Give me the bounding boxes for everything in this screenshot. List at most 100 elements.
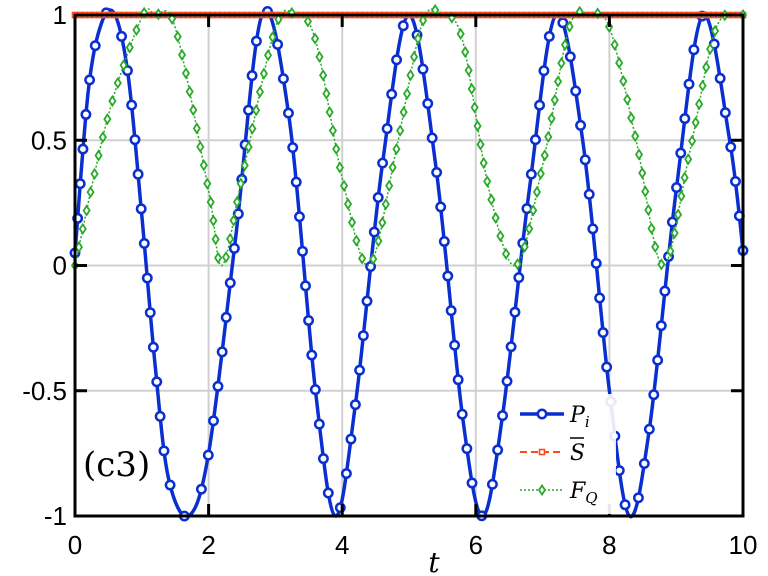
legend: Pi S FQ: [512, 394, 616, 514]
marker-fq-42: [268, 30, 277, 44]
marker-pi-27: [216, 346, 228, 358]
marker-fq-6: [94, 149, 103, 162]
marker-pi-56: [354, 364, 366, 376]
marker-pi-35: [246, 70, 258, 82]
marker-pi-45: [300, 280, 311, 292]
marker-pi-24: [202, 449, 214, 461]
y-tick-label-3: -0.5: [22, 376, 67, 406]
marker-fq-116: [651, 240, 660, 253]
marker-pi-109: [613, 465, 625, 476]
marker-fq-90: [525, 222, 534, 235]
marker-pi-79: [461, 443, 473, 455]
marker-pi-70: [426, 132, 438, 144]
marker-fq-85: [491, 211, 500, 225]
marker-pi-92: [530, 134, 541, 146]
marker-pi-110: [619, 499, 631, 511]
marker-fq-84: [487, 193, 496, 206]
marker-fq-2: [78, 222, 87, 235]
marker-pi-124: [688, 44, 700, 56]
marker-pi-129: [725, 141, 737, 153]
marker-fq-67: [399, 106, 408, 119]
marker-fq-71: [413, 32, 423, 45]
marker-pi-101: [583, 188, 595, 200]
x-tick-label-2: 4: [335, 530, 349, 560]
marker-fq-93: [536, 167, 545, 180]
marker-fq-76: [461, 45, 470, 59]
marker-pi-93: [534, 99, 546, 111]
marker-pi-114: [648, 389, 660, 401]
marker-fq-35: [240, 159, 249, 172]
marker-fq-75: [456, 27, 465, 40]
marker-fq-127: [698, 79, 707, 92]
marker-fq-39: [255, 85, 265, 99]
marker-fq-66: [396, 124, 405, 137]
marker-fq-64: [388, 161, 397, 174]
grid: [74, 14, 744, 517]
marker-pi-83: [492, 444, 504, 456]
marker-pi-106: [601, 361, 613, 373]
marker-fq-101: [565, 20, 574, 33]
marker-pi-8: [116, 30, 128, 42]
marker-fq-50: [325, 106, 334, 119]
marker-pi-48: [309, 384, 321, 396]
marker-fq-4: [86, 186, 95, 199]
marker-pi-28: [220, 311, 232, 323]
marker-pi-91: [525, 168, 537, 180]
marker-pi-65: [391, 54, 403, 66]
marker-fq-83: [483, 175, 492, 188]
marker-fq-56: [347, 216, 357, 229]
marker-pi-121: [675, 147, 687, 159]
series-pi: [69, 6, 749, 522]
marker-pi-68: [417, 63, 429, 75]
marker-fq-72: [418, 14, 428, 27]
marker-fq-27: [209, 214, 218, 227]
marker-fq-87: [501, 247, 511, 261]
marker-fq-96: [547, 112, 556, 125]
marker-fq-107: [619, 75, 628, 88]
marker-fq-122: [680, 171, 689, 184]
marker-fq-126: [695, 97, 704, 111]
marker-pi-112: [638, 458, 650, 469]
marker-pi-78: [456, 408, 468, 420]
marker-pi-130: [730, 175, 741, 187]
marker-fq-117: [657, 258, 666, 271]
marker-pi-6: [89, 40, 101, 52]
marker-fq-25: [203, 177, 212, 190]
marker-pi-55: [349, 399, 361, 411]
marker-fq-53: [335, 161, 344, 174]
series-line-fq: [74, 8, 744, 267]
marker-pi-41: [287, 142, 299, 153]
marker-fq-98: [553, 75, 563, 88]
marker-pi-36: [250, 35, 262, 47]
x-tick-label-1: 2: [201, 530, 215, 560]
marker-fq-94: [540, 149, 549, 162]
marker-pi-12: [132, 168, 144, 180]
marker-fq-129: [706, 42, 715, 56]
marker-pi-90: [521, 203, 533, 215]
marker-fq-34: [236, 177, 245, 190]
marker-fq-55: [343, 197, 353, 211]
marker-pi-105: [597, 327, 609, 338]
marker-pi-82: [486, 478, 498, 490]
marker-fq-120: [673, 208, 683, 221]
marker-pi-85: [501, 375, 513, 387]
marker-pi-84: [497, 410, 508, 422]
marker-fq-22: [192, 122, 201, 135]
marker-pi-64: [386, 88, 398, 100]
marker-fq-82: [479, 156, 488, 170]
marker-fq-54: [339, 179, 349, 192]
marker-fq-8: [103, 112, 112, 126]
marker-pi-66: [397, 20, 409, 32]
marker-pi-115: [652, 354, 664, 366]
marker-pi-51: [322, 487, 334, 499]
marker-fq-69: [406, 69, 415, 82]
marker-pi-17: [147, 341, 159, 353]
marker-fq-3: [82, 204, 91, 217]
marker-fq-114: [644, 203, 653, 217]
marker-pi-40: [283, 107, 294, 119]
marker-fq-112: [638, 166, 647, 180]
marker-pi-26: [212, 380, 224, 392]
marker-fq-23: [196, 140, 205, 153]
marker-pi-102: [587, 223, 599, 235]
marker-pi-44: [297, 245, 308, 257]
